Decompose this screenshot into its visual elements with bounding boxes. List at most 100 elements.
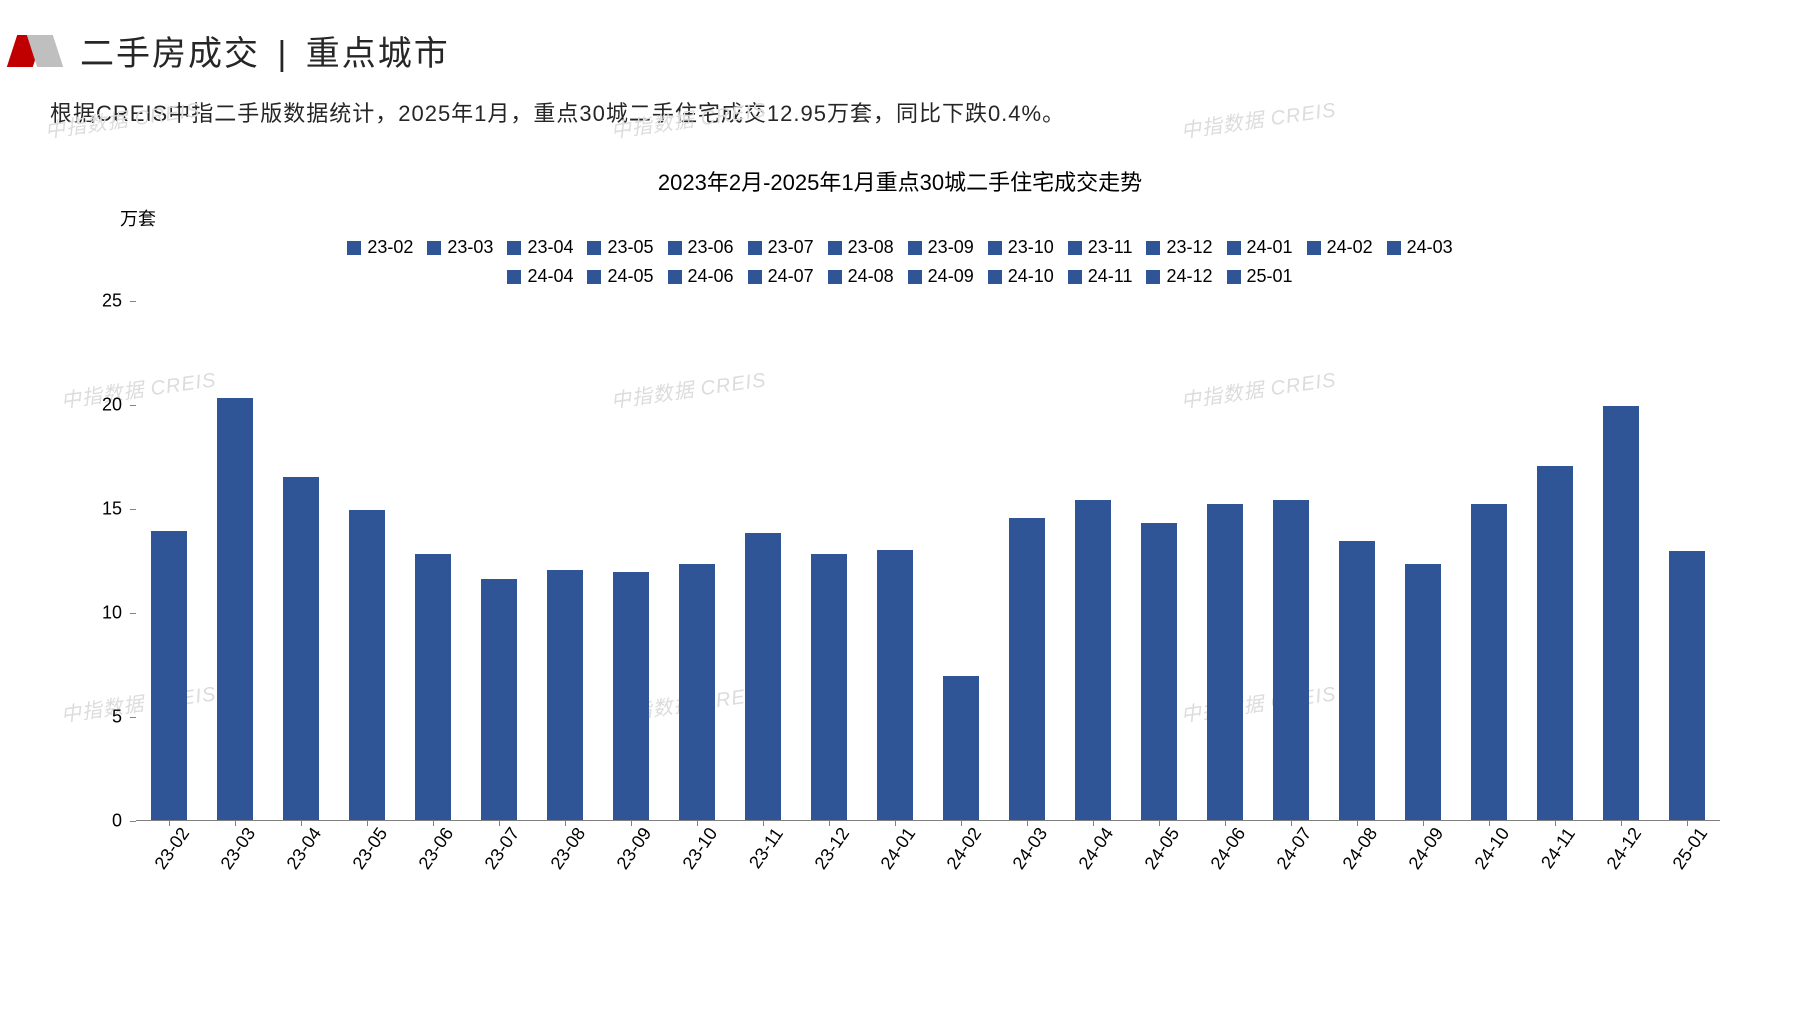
chart-bar: [745, 533, 781, 820]
legend-label: 23-05: [607, 237, 653, 258]
x-tick-label: 24-09: [1405, 824, 1449, 874]
bar-slot: [1060, 500, 1126, 820]
bar-slot: [466, 579, 532, 820]
legend-item: 23-02: [347, 237, 413, 258]
legend-swatch-icon: [1146, 241, 1160, 255]
x-label-slot: 25-01: [1654, 821, 1720, 911]
legend-label: 23-10: [1008, 237, 1054, 258]
legend-item: 23-07: [748, 237, 814, 258]
legend-label: 24-05: [607, 266, 653, 287]
legend-swatch-icon: [587, 241, 601, 255]
page-title-separator: |: [277, 35, 288, 73]
x-tick-label: 23-06: [415, 824, 459, 874]
chart-bar: [481, 579, 517, 820]
chart-bar: [1273, 500, 1309, 820]
x-label-slot: 23-06: [400, 821, 466, 911]
legend-swatch-icon: [1146, 270, 1160, 284]
legend-swatch-icon: [1068, 241, 1082, 255]
legend-item: 23-06: [668, 237, 734, 258]
x-label-slot: 24-02: [928, 821, 994, 911]
legend-label: 25-01: [1247, 266, 1293, 287]
chart-bar: [877, 550, 913, 820]
x-tick-label: 24-07: [1273, 824, 1317, 874]
x-tick-label: 23-03: [217, 824, 261, 874]
legend-swatch-icon: [748, 241, 762, 255]
chart-bar: [1537, 466, 1573, 820]
legend-swatch-icon: [748, 270, 762, 284]
x-tick-label: 24-11: [1537, 824, 1580, 873]
page-title: 二手房成交 | 重点城市: [80, 26, 450, 75]
x-tick-label: 23-05: [349, 824, 393, 874]
legend-swatch-icon: [668, 241, 682, 255]
legend-swatch-icon: [587, 270, 601, 284]
x-tick-label: 24-12: [1603, 824, 1647, 874]
x-label-slot: 23-02: [136, 821, 202, 911]
bar-slot: [598, 572, 664, 820]
legend-label: 24-01: [1247, 237, 1293, 258]
legend-item: 24-09: [908, 266, 974, 287]
legend-swatch-icon: [1307, 241, 1321, 255]
bar-slot: [202, 398, 268, 820]
x-tick-label: 24-04: [1075, 824, 1119, 874]
x-label-slot: 23-04: [268, 821, 334, 911]
chart-container: 2023年2月-2025年1月重点30城二手住宅成交走势 万套 23-0223-…: [60, 165, 1740, 911]
chart-y-axis: 0510152025: [90, 301, 130, 821]
y-tick-label: 10: [102, 603, 122, 624]
bar-slot: [928, 676, 994, 820]
chart-bar: [1669, 551, 1705, 820]
legend-item: 24-01: [1227, 237, 1293, 258]
legend-label: 24-06: [688, 266, 734, 287]
page-title-part2: 重点城市: [306, 35, 450, 73]
legend-item: 24-08: [828, 266, 894, 287]
bar-slot: [1522, 466, 1588, 820]
chart-bar: [1339, 541, 1375, 820]
x-label-slot: 23-11: [730, 821, 796, 911]
y-tick-label: 5: [112, 707, 122, 728]
chart-bar: [151, 531, 187, 820]
legend-swatch-icon: [988, 241, 1002, 255]
y-tick-label: 15: [102, 499, 122, 520]
x-label-slot: 24-12: [1588, 821, 1654, 911]
x-tick-label: 23-11: [745, 824, 788, 873]
legend-swatch-icon: [347, 241, 361, 255]
legend-item: 24-05: [587, 266, 653, 287]
legend-label: 23-03: [447, 237, 493, 258]
chart-bar: [943, 676, 979, 820]
legend-item: 23-12: [1146, 237, 1212, 258]
legend-item: 24-10: [988, 266, 1054, 287]
chart-title: 2023年2月-2025年1月重点30城二手住宅成交走势: [60, 165, 1740, 197]
x-tick-label: 23-10: [679, 824, 723, 874]
chart-bar: [349, 510, 385, 820]
chart-bar: [415, 554, 451, 820]
bar-slot: [1654, 551, 1720, 820]
bar-slot: [730, 533, 796, 820]
legend-swatch-icon: [1068, 270, 1082, 284]
watermark-text: 中指数据 CREIS: [1179, 93, 1338, 144]
legend-label: 24-07: [768, 266, 814, 287]
x-label-slot: 23-03: [202, 821, 268, 911]
legend-swatch-icon: [1227, 270, 1241, 284]
legend-item: 23-04: [507, 237, 573, 258]
page-header: 二手房成交 | 重点城市: [12, 26, 450, 75]
chart-bar: [1141, 523, 1177, 820]
bar-slot: [400, 554, 466, 820]
bar-slot: [664, 564, 730, 820]
x-label-slot: 24-07: [1258, 821, 1324, 911]
legend-swatch-icon: [668, 270, 682, 284]
x-tick-label: 24-10: [1471, 824, 1515, 874]
bar-slot: [1192, 504, 1258, 820]
x-tick-label: 24-02: [943, 824, 987, 874]
legend-label: 24-11: [1088, 266, 1133, 287]
legend-item: 23-03: [427, 237, 493, 258]
bar-slot: [1390, 564, 1456, 820]
bar-slot: [532, 570, 598, 820]
legend-label: 23-06: [688, 237, 734, 258]
chart-plot-area: 0510152025: [90, 301, 1720, 821]
legend-swatch-icon: [828, 241, 842, 255]
bar-slot: [1258, 500, 1324, 820]
x-label-slot: 24-06: [1192, 821, 1258, 911]
bar-slot: [1456, 504, 1522, 820]
x-label-slot: 24-04: [1060, 821, 1126, 911]
legend-swatch-icon: [1227, 241, 1241, 255]
legend-item: 24-02: [1307, 237, 1373, 258]
